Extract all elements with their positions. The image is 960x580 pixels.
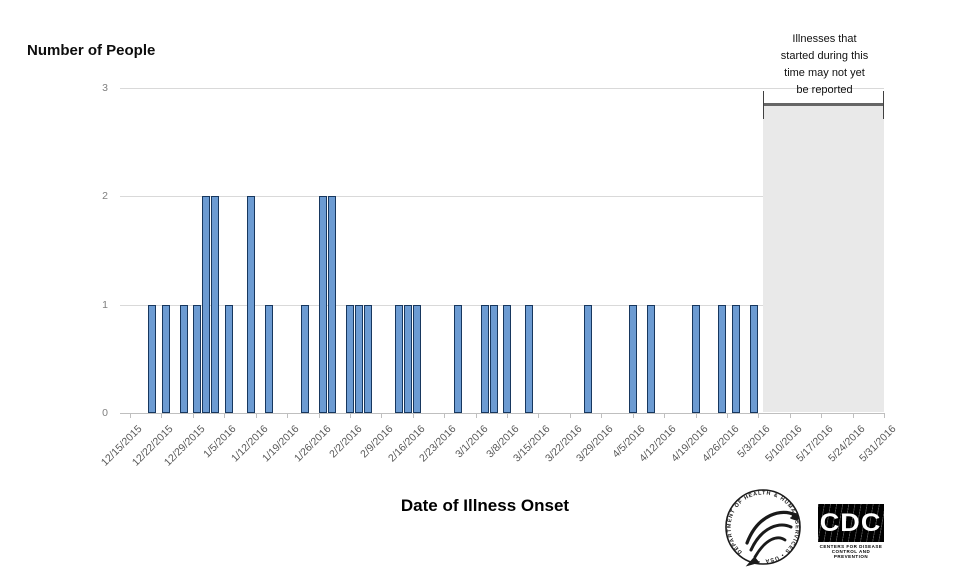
bar xyxy=(363,304,372,413)
bar xyxy=(327,196,336,413)
unreported-note-line: be reported xyxy=(796,84,853,96)
axis-tick xyxy=(412,413,414,418)
bar xyxy=(395,304,404,413)
cdc-logo-box: CDC xyxy=(818,504,884,542)
bar xyxy=(148,304,157,413)
unreported-note-line: time may not yet xyxy=(784,67,865,79)
axis-tick xyxy=(884,413,885,418)
cdc-caption-line: CONTROL AND PREVENTION xyxy=(831,549,871,559)
axis-tick xyxy=(161,413,163,418)
axis-tick xyxy=(601,413,603,418)
axis-tick xyxy=(852,413,854,418)
bar xyxy=(731,304,740,413)
unreported-period-region xyxy=(762,106,884,412)
gridline xyxy=(120,196,884,198)
bar xyxy=(224,304,233,413)
axis-tick xyxy=(507,413,508,418)
unreported-note-line: Illnesses that xyxy=(792,33,857,45)
axis-tick xyxy=(255,413,257,418)
hhs-eagle-icon xyxy=(745,510,799,567)
y-tick-label: 1 xyxy=(102,298,108,311)
axis-tick xyxy=(664,413,666,418)
bar xyxy=(628,304,637,413)
bar xyxy=(179,304,188,413)
y-axis-title: Number of People xyxy=(27,42,156,59)
axis-tick xyxy=(130,413,131,418)
bar xyxy=(691,304,700,413)
bar xyxy=(193,304,202,413)
bar xyxy=(749,304,758,413)
bracket-line xyxy=(762,103,884,106)
unreported-note: Illnesses that started during this time … xyxy=(742,31,907,99)
axis-tick xyxy=(192,413,194,418)
axis-tick xyxy=(318,413,320,418)
bar xyxy=(211,196,220,413)
gridline xyxy=(120,304,884,306)
y-tick-label: 3 xyxy=(102,82,108,95)
axis-tick xyxy=(569,413,571,418)
axis-tick xyxy=(444,413,446,418)
axis-tick xyxy=(381,413,383,418)
axis-tick xyxy=(695,413,697,418)
unreported-note-line: started during this xyxy=(780,50,869,62)
bar xyxy=(161,304,170,413)
axis-tick xyxy=(821,413,823,418)
axis-tick xyxy=(224,413,226,418)
cdc-logo: CDC CENTERS FOR DISEASE CONTROL AND PREV… xyxy=(818,504,884,559)
axis-tick xyxy=(789,413,791,418)
bar xyxy=(525,304,534,413)
bar xyxy=(265,304,274,413)
axis-tick xyxy=(538,413,540,418)
bar xyxy=(247,196,256,413)
gridline xyxy=(120,88,884,90)
bar xyxy=(583,304,592,413)
bracket-cap xyxy=(762,91,764,119)
bar xyxy=(489,304,498,413)
axis-tick xyxy=(287,413,289,418)
bar xyxy=(404,304,413,413)
y-tick-label: 0 xyxy=(102,407,108,419)
bar xyxy=(345,304,354,413)
hhs-seal-logo: DEPARTMENT OF HEALTH & HUMAN SERVICES • … xyxy=(725,489,801,567)
bar xyxy=(718,304,727,413)
bar xyxy=(480,304,489,413)
x-axis-line xyxy=(120,413,884,414)
bar xyxy=(354,304,363,413)
axis-tick xyxy=(632,413,634,418)
bar xyxy=(646,304,655,413)
bracket-cap xyxy=(883,91,884,119)
axis-tick xyxy=(349,413,351,418)
bar xyxy=(301,304,310,413)
axis-tick xyxy=(726,413,728,418)
cdc-acronym: CDC xyxy=(820,508,882,537)
bar xyxy=(318,196,327,413)
bar xyxy=(413,304,422,413)
bar xyxy=(503,304,511,413)
bar xyxy=(202,196,211,413)
agency-logos: DEPARTMENT OF HEALTH & HUMAN SERVICES • … xyxy=(720,480,950,575)
cdc-caption-line: CENTERS FOR DISEASE xyxy=(819,544,883,549)
y-tick-label: 2 xyxy=(102,190,108,203)
axis-tick xyxy=(758,413,760,418)
x-axis-title: Date of Illness Onset xyxy=(400,496,570,515)
axis-tick xyxy=(475,413,477,418)
cdc-caption: CENTERS FOR DISEASE CONTROL AND PREVENTI… xyxy=(818,544,884,559)
bar xyxy=(453,304,462,413)
